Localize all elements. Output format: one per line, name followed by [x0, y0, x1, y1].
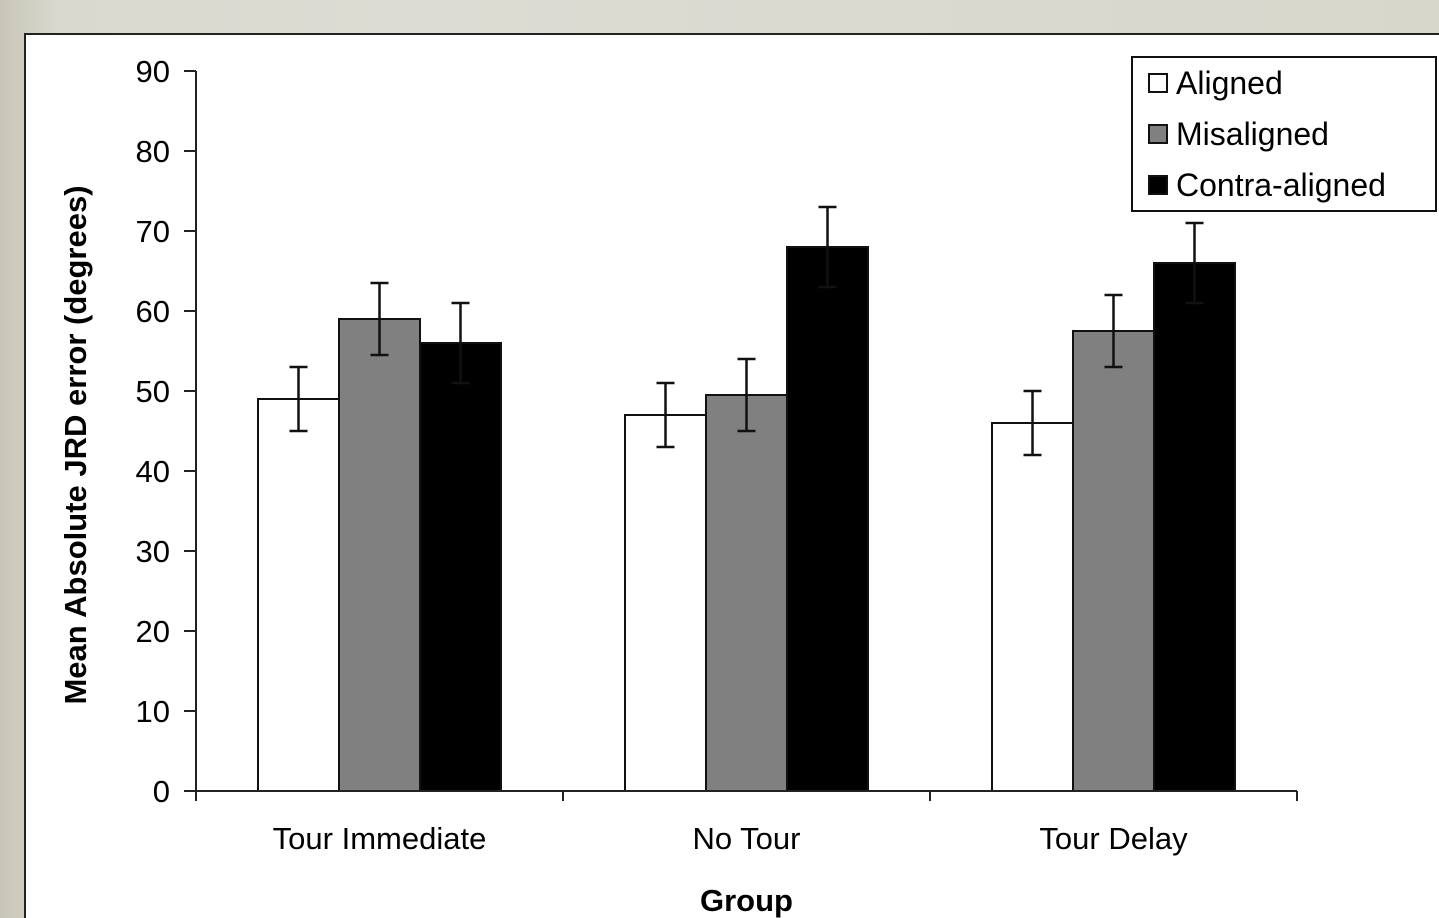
bar — [257, 398, 340, 792]
x-axis: Tour Immediate No Tour Tour Delay — [195, 790, 1298, 856]
y-tick-label: 90 — [136, 54, 170, 89]
bar — [705, 394, 788, 792]
bar — [1153, 262, 1236, 792]
x-tick-label: No Tour — [693, 821, 801, 856]
legend-swatch — [1148, 124, 1168, 144]
bar — [624, 414, 707, 792]
error-bars — [289, 205, 1204, 457]
y-tick-label: 70 — [136, 214, 170, 249]
y-axis: 0 10 20 30 40 50 60 70 80 90 — [136, 54, 197, 809]
legend-swatch — [1148, 175, 1168, 195]
y-tick-label: 60 — [136, 294, 170, 329]
y-tick-label: 50 — [136, 374, 170, 409]
legend-label: Misaligned — [1176, 116, 1329, 152]
bar-chart: 0 10 20 30 40 50 60 70 80 90 Tour Immediate No Tou… — [58, 54, 1437, 918]
legend-label: Contra-aligned — [1176, 167, 1386, 203]
x-axis-title: Group — [700, 883, 793, 918]
x-tick-label: Tour Immediate — [273, 821, 487, 856]
bar — [786, 246, 869, 792]
legend-swatch — [1148, 73, 1168, 93]
legend: Aligned Misaligned Contra-aligned — [1131, 56, 1437, 212]
bar — [419, 342, 502, 792]
y-tick-label: 80 — [136, 134, 170, 169]
legend-box — [1131, 56, 1437, 212]
y-tick-label: 20 — [136, 614, 170, 649]
bar — [338, 318, 421, 792]
x-tick-label: Tour Delay — [1039, 821, 1188, 856]
y-tick-label: 30 — [136, 534, 170, 569]
bar — [991, 422, 1074, 792]
y-tick-label: 10 — [136, 694, 170, 729]
y-tick-label: 40 — [136, 454, 170, 489]
legend-label: Aligned — [1176, 65, 1283, 101]
bar — [1072, 330, 1155, 792]
figure-panel: 0 10 20 30 40 50 60 70 80 90 Tour Immediate No Tou… — [24, 33, 1439, 918]
y-tick-label: 0 — [153, 774, 170, 809]
bars — [257, 246, 1236, 792]
y-axis-title: Mean Absolute JRD error (degrees) — [58, 185, 93, 704]
